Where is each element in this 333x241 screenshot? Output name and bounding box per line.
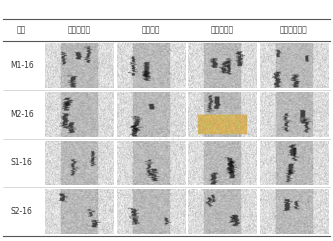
Text: 冲击侧裂缝: 冲击侧裂缝 bbox=[211, 26, 234, 35]
Text: S1-16: S1-16 bbox=[11, 159, 33, 167]
Text: S2-16: S2-16 bbox=[11, 207, 33, 216]
Text: 正面裂缝图: 正面裂缝图 bbox=[68, 26, 91, 35]
Text: 背面裂缝: 背面裂缝 bbox=[142, 26, 160, 35]
Text: 试件: 试件 bbox=[17, 26, 26, 35]
Text: 非冲击侧裂缝: 非冲击侧裂缝 bbox=[280, 26, 308, 35]
Text: M2-16: M2-16 bbox=[10, 110, 34, 119]
Text: 万方数据: 万方数据 bbox=[153, 135, 180, 145]
Text: M1-16: M1-16 bbox=[10, 61, 34, 70]
